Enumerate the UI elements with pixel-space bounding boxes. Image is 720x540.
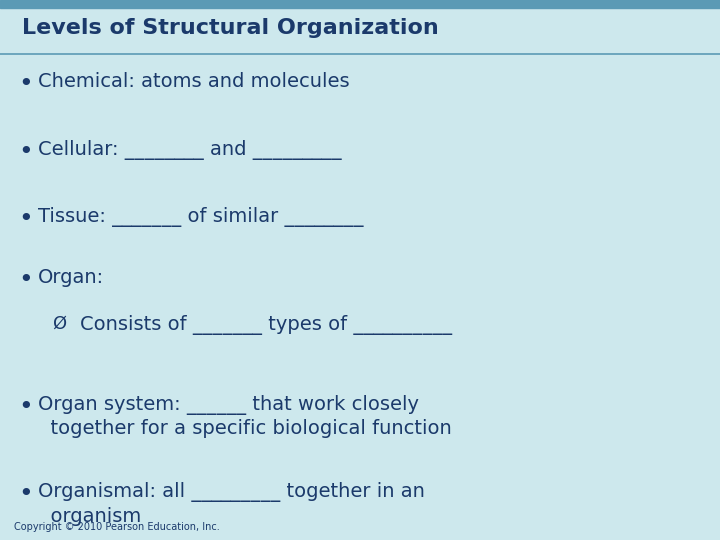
Text: Cellular: ________ and _________: Cellular: ________ and _________ <box>38 140 341 160</box>
Text: •: • <box>18 482 32 506</box>
Text: Chemical: atoms and molecules: Chemical: atoms and molecules <box>38 72 350 91</box>
Text: Consists of _______ types of __________: Consists of _______ types of __________ <box>80 315 452 335</box>
Text: •: • <box>18 72 32 96</box>
Text: Tissue: _______ of similar ________: Tissue: _______ of similar ________ <box>38 207 364 227</box>
Text: Levels of Structural Organization: Levels of Structural Organization <box>22 18 438 38</box>
Bar <box>0 0 720 8</box>
Text: •: • <box>18 268 32 292</box>
Text: •: • <box>18 140 32 164</box>
Text: Organismal: all _________ together in an
  organism: Organismal: all _________ together in an… <box>38 482 425 525</box>
Text: Copyright © 2010 Pearson Education, Inc.: Copyright © 2010 Pearson Education, Inc. <box>14 522 220 532</box>
Text: •: • <box>18 395 32 419</box>
Text: Organ:: Organ: <box>38 268 104 287</box>
Text: Organ system: ______ that work closely
  together for a specific biological func: Organ system: ______ that work closely t… <box>38 395 451 438</box>
Text: •: • <box>18 207 32 231</box>
Text: Ø: Ø <box>52 315 66 333</box>
